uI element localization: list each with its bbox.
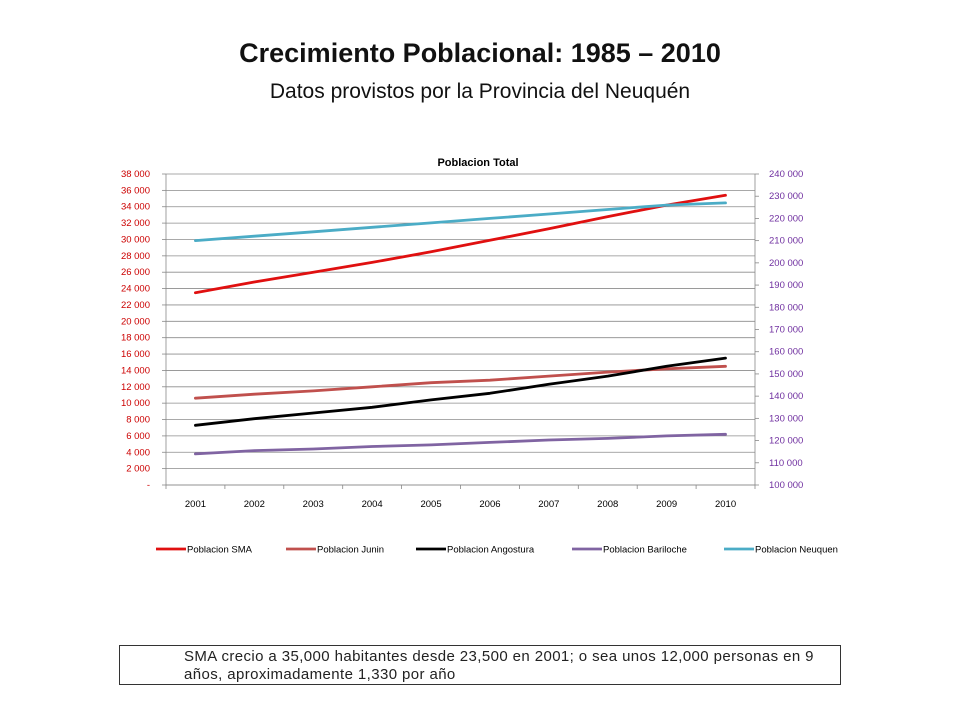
legend-label: Poblacion Angostura — [447, 545, 535, 556]
left-tick-label: - — [147, 480, 150, 491]
left-tick-label: 16 000 — [121, 349, 150, 360]
note-box: SMA crecio a 35,000 habitantes desde 23,… — [119, 645, 841, 685]
legend-label: Poblacion SMA — [187, 545, 253, 556]
x-tick-label: 2004 — [362, 499, 383, 510]
right-tick-label: 120 000 — [769, 436, 803, 447]
left-tick-label: 22 000 — [121, 300, 150, 311]
series-line-poblacion-bariloche — [193, 432, 727, 456]
left-tick-label: 38 000 — [121, 169, 150, 180]
right-tick-label: 190 000 — [769, 280, 803, 291]
right-tick-label: 210 000 — [769, 236, 803, 247]
series-line-poblacion-neuquen — [193, 201, 727, 243]
left-y-axis: - 2 000 4 000 6 000 8 000 10 000 12 000 14 000 1… — [121, 169, 167, 491]
left-tick-label: 8 000 — [126, 415, 150, 426]
left-tick-label: 2 000 — [126, 464, 150, 475]
right-tick-label: 200 000 — [769, 258, 803, 269]
right-tick-label: 150 000 — [769, 369, 803, 380]
left-tick-label: 26 000 — [121, 267, 150, 278]
left-tick-label: 4 000 — [126, 447, 150, 458]
series-lines — [193, 193, 727, 456]
legend-label: Poblacion Junin — [317, 545, 384, 556]
left-tick-label: 32 000 — [121, 218, 150, 229]
left-tick-label: 34 000 — [121, 202, 150, 213]
left-tick-label: 12 000 — [121, 382, 150, 393]
note-text: SMA crecio a 35,000 habitantes desde 23,… — [184, 648, 814, 683]
left-tick-label: 28 000 — [121, 251, 150, 262]
x-tick-label: 2002 — [244, 499, 265, 510]
right-tick-label: 180 000 — [769, 302, 803, 313]
left-tick-label: 20 000 — [121, 316, 150, 327]
legend-label: Poblacion Bariloche — [603, 545, 687, 556]
chart-title: Poblacion Total — [437, 157, 518, 169]
x-tick-label: 2006 — [479, 499, 500, 510]
right-tick-label: 110 000 — [769, 458, 803, 469]
slide-title: Crecimiento Poblacional: 1985 – 2010 — [239, 38, 721, 68]
legend: Poblacion SMA Poblacion Junin Poblacion An… — [156, 545, 838, 556]
x-tick-label: 2008 — [597, 499, 618, 510]
x-tick-label: 2007 — [538, 499, 559, 510]
right-tick-label: 130 000 — [769, 413, 803, 424]
left-tick-label: 24 000 — [121, 284, 150, 295]
right-tick-label: 170 000 — [769, 325, 803, 336]
series-line-poblacion-sma — [193, 193, 727, 295]
right-tick-label: 100 000 — [769, 480, 803, 491]
x-tick-label: 2010 — [715, 499, 736, 510]
right-tick-label: 160 000 — [769, 347, 803, 358]
population-line-chart: Poblacion Total - 2 000 4 000 6 000 8 000 10 … — [121, 157, 838, 556]
right-tick-label: 140 000 — [769, 391, 803, 402]
right-tick-label: 240 000 — [769, 169, 803, 180]
right-tick-label: 230 000 — [769, 191, 803, 202]
left-tick-label: 14 000 — [121, 365, 150, 376]
right-tick-label: 220 000 — [769, 213, 803, 224]
x-tick-label: 2003 — [303, 499, 324, 510]
legend-label: Poblacion Neuquen — [755, 545, 838, 556]
x-tick-label: 2005 — [420, 499, 441, 510]
x-axis: 2001 2002 2003 2004 2005 2006 2007 2008 2009 2010 — [165, 484, 756, 510]
left-tick-label: 6 000 — [126, 431, 150, 442]
left-tick-label: 18 000 — [121, 333, 150, 344]
left-tick-label: 36 000 — [121, 185, 150, 196]
right-y-axis: 100 000 110 000 120 000 130 000 140 000 150 0… — [754, 169, 803, 491]
slide-subtitle: Datos provistos por la Provincia del Neu… — [269, 80, 691, 103]
series-line-poblacion-angostura — [193, 356, 727, 427]
left-tick-label: 10 000 — [121, 398, 150, 409]
x-tick-label: 2009 — [656, 499, 677, 510]
x-tick-label: 2001 — [185, 499, 206, 510]
left-tick-label: 30 000 — [121, 234, 150, 245]
